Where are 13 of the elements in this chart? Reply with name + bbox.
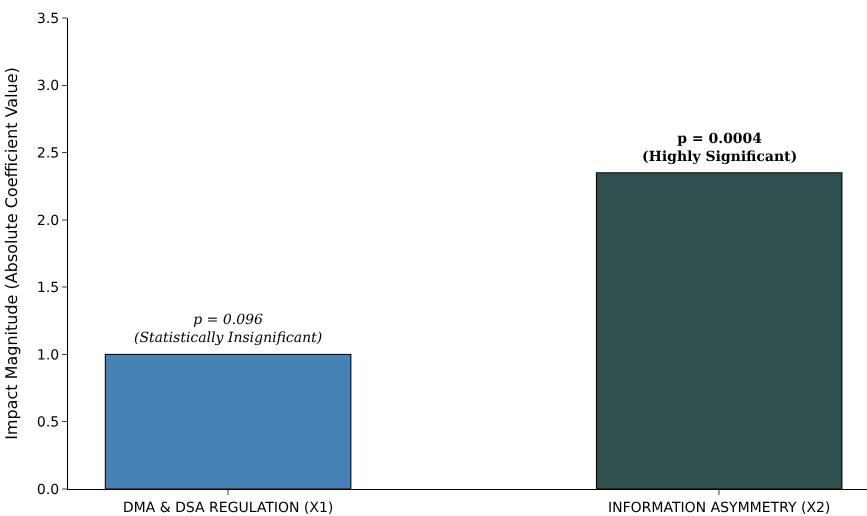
y-tick-label: 2.0 (36, 212, 60, 229)
y-tick-label: 3.0 (36, 78, 60, 94)
y-tick-label: 3.5 (36, 10, 60, 27)
annotation: p = 0.096 (Statistically Insignificant) (134, 312, 322, 346)
y-axis-title: Impact Magnitude (Absolute Coefficient Value) (2, 67, 21, 440)
y-tick-label: 0.5 (36, 414, 60, 431)
y-tick-label: 1.0 (36, 347, 60, 364)
y-tick-label: 1.5 (36, 280, 60, 296)
x-tick-label: DMA & DSA REGULATION (X1) (122, 500, 334, 516)
y-tick-label: 0.0 (36, 482, 60, 498)
y-tick-label: 2.5 (36, 145, 60, 162)
x-tick-label: INFORMATION ASYMMETRY (X2) (608, 500, 830, 516)
annotation: p = 0.0004 (Highly Significant) (642, 131, 798, 166)
